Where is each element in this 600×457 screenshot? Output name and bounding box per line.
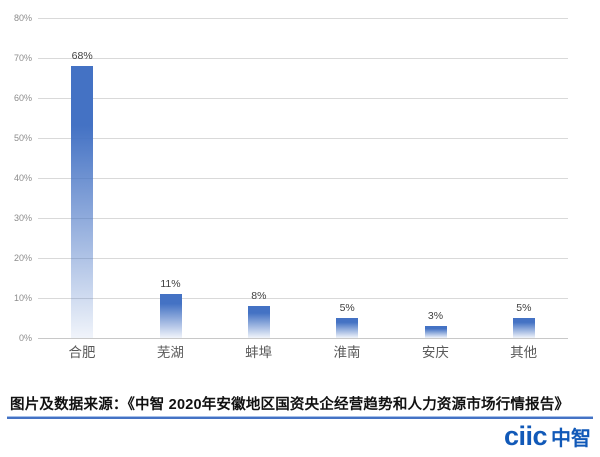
- y-tick-label: 60%: [13, 93, 32, 103]
- x-tick-label: 蚌埠: [245, 345, 273, 360]
- logo-latin-text: ciic: [503, 421, 548, 451]
- y-tick-label: 80%: [13, 13, 32, 23]
- bar-淮南: [336, 318, 359, 338]
- gridline: [38, 178, 568, 179]
- gridline: [38, 18, 568, 19]
- bar-蚌埠: [247, 306, 270, 338]
- gridline: [38, 58, 568, 59]
- gridline: [38, 258, 568, 259]
- x-tick-label: 安庆: [421, 345, 449, 360]
- x-tick-label: 淮南: [333, 345, 361, 360]
- bar-其他: [512, 318, 535, 338]
- data-label: 5%: [516, 302, 532, 314]
- y-tick-label: 40%: [13, 173, 32, 183]
- gridline: [38, 98, 568, 99]
- x-tick-label: 合肥: [68, 345, 96, 360]
- x-tick-label: 其他: [510, 345, 538, 360]
- ciic-logo: ciic 中智: [504, 422, 591, 453]
- y-tick-label: 0%: [18, 333, 32, 343]
- y-tick-label: 20%: [13, 253, 32, 263]
- data-label: 5%: [339, 302, 355, 314]
- gridline: [38, 298, 568, 299]
- data-label: 8%: [251, 290, 267, 302]
- y-tick-label: 50%: [13, 133, 32, 143]
- plot-area: 68% 11% 8% 5% 3% 5%: [38, 18, 568, 339]
- data-label: 11%: [160, 278, 181, 290]
- gridline: [38, 218, 568, 219]
- x-axis-line: [38, 338, 568, 339]
- caption-divider: [7, 416, 593, 419]
- gridline: [38, 138, 568, 139]
- x-axis: 合肥 芜湖 蚌埠 淮南 安庆 其他: [38, 344, 568, 364]
- x-tick-label: 芜湖: [156, 345, 184, 360]
- source-caption: 图片及数据来源：《中智 2020年安徽地区国资央企经营趋势和人力资源市场行情报告…: [10, 397, 570, 413]
- bar-芜湖: [159, 294, 182, 338]
- y-tick-label: 30%: [13, 213, 32, 223]
- y-tick-label: 70%: [13, 53, 32, 63]
- logo-cjk-text: 中智: [551, 428, 591, 450]
- bar-合肥: [71, 66, 94, 338]
- data-label: 3%: [427, 310, 444, 322]
- bar-安庆: [424, 326, 447, 338]
- y-tick-label: 10%: [13, 293, 32, 303]
- data-label: 68%: [71, 50, 93, 62]
